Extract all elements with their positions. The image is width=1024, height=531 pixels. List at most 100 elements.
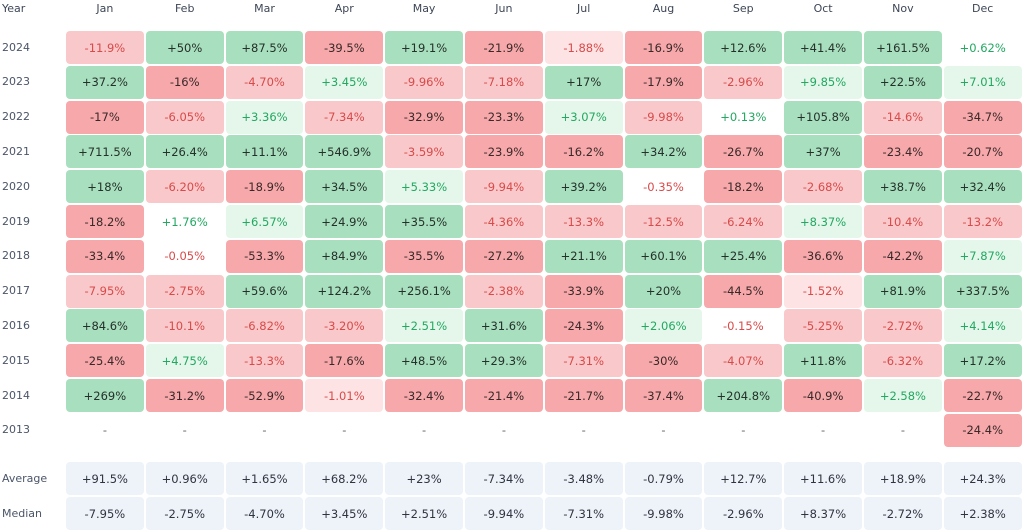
cell-average-oct: +11.6% <box>784 462 862 495</box>
row-label-2020: 2020 <box>2 179 30 193</box>
cell-average-may: +23% <box>385 462 463 495</box>
cell-2024-nov: +161.5% <box>864 31 942 64</box>
row-label-2023: 2023 <box>2 75 30 89</box>
cell-2016-jun: +31.6% <box>465 309 543 343</box>
cell-2013-aug: - <box>661 423 666 438</box>
cell-2015-may: +48.5% <box>385 344 463 378</box>
cell-2018-dec: +7.87% <box>943 239 1022 273</box>
cell-2015-sep: -4.07% <box>704 344 783 378</box>
row-label-2014: 2014 <box>2 388 30 402</box>
cell-2019-feb: +1.76% <box>145 205 224 238</box>
cell-2022-sep: +0.13% <box>704 100 783 134</box>
cell-2024-feb: +50% <box>145 31 224 64</box>
cell-average-apr: +68.2% <box>305 462 384 495</box>
cell-2022-feb: -6.05% <box>145 100 224 134</box>
cell-2020-apr: +34.5% <box>305 170 384 204</box>
cell-2016-sep: -0.15% <box>704 309 783 343</box>
cell-2023-jul: +17% <box>544 65 623 99</box>
cell-2018-jan: -33.4% <box>66 239 144 273</box>
cell-average-aug: -0.79% <box>624 462 703 495</box>
cell-2022-nov: -14.6% <box>864 100 942 134</box>
cell-median-sep: -2.96% <box>704 497 783 530</box>
cell-2015-dec: +17.2% <box>943 344 1022 378</box>
cell-2018-may: -35.5% <box>385 239 463 273</box>
cell-median-apr: +3.45% <box>305 497 384 530</box>
cell-2017-feb: -2.75% <box>145 274 224 308</box>
cell-2019-may: +35.5% <box>385 205 463 238</box>
cell-2024-aug: -16.9% <box>624 31 703 64</box>
cell-2015-jun: +29.3% <box>465 344 543 378</box>
cell-2022-jun: -23.3% <box>465 100 543 134</box>
cell-2020-oct: -2.68% <box>784 170 862 204</box>
cell-2021-may: -3.59% <box>385 135 463 169</box>
cell-2016-apr: -3.20% <box>305 309 384 343</box>
cell-2017-nov: +81.9% <box>864 274 942 308</box>
cell-2018-sep: +25.4% <box>704 239 783 273</box>
cell-2014-jun: -21.4% <box>465 379 543 412</box>
cell-2022-jul: +3.07% <box>544 100 623 134</box>
cell-average-jun: -7.34% <box>465 462 543 495</box>
cell-2023-aug: -17.9% <box>624 65 703 99</box>
row-label-2013: 2013 <box>2 423 30 437</box>
cell-2014-jul: -21.7% <box>544 379 623 412</box>
cell-2017-may: +256.1% <box>385 274 463 308</box>
cell-2017-jun: -2.38% <box>465 274 543 308</box>
cell-2024-apr: -39.5% <box>305 31 384 64</box>
cell-2019-sep: -6.24% <box>704 205 783 238</box>
cell-2020-jun: -9.94% <box>465 170 543 204</box>
cell-2017-apr: +124.2% <box>305 274 384 308</box>
cell-2023-dec: +7.01% <box>943 65 1022 99</box>
cell-2020-nov: +38.7% <box>864 170 942 204</box>
cell-2022-jan: -17% <box>66 100 144 134</box>
cell-2019-jan: -18.2% <box>66 205 144 238</box>
cell-median-dec: +2.38% <box>943 497 1022 530</box>
row-label-2015: 2015 <box>2 353 30 367</box>
cell-average-nov: +18.9% <box>864 462 942 495</box>
cell-median-oct: +8.37% <box>784 497 862 530</box>
cell-2024-jul: -1.88% <box>544 31 623 64</box>
cell-2018-nov: -42.2% <box>864 239 942 273</box>
cell-2023-sep: -2.96% <box>704 65 783 99</box>
column-header-aug: Aug <box>652 2 675 15</box>
cell-2022-aug: -9.98% <box>624 100 703 134</box>
row-label-2024: 2024 <box>2 40 30 54</box>
cell-median-may: +2.51% <box>385 497 463 530</box>
cell-2021-jan: +711.5% <box>66 135 144 169</box>
cell-2024-jun: -21.9% <box>465 31 543 64</box>
cell-2014-nov: +2.58% <box>864 379 942 412</box>
row-label-median: Median <box>2 506 43 520</box>
cell-2019-apr: +24.9% <box>305 205 384 238</box>
row-label-2016: 2016 <box>2 318 30 332</box>
cell-2013-jun: - <box>501 423 506 438</box>
cell-2014-mar: -52.9% <box>225 379 304 412</box>
cell-2018-apr: +84.9% <box>305 239 384 273</box>
row-label-2017: 2017 <box>2 284 30 298</box>
cell-2019-dec: -13.2% <box>943 205 1022 238</box>
cell-2014-may: -32.4% <box>385 379 463 412</box>
cell-2021-mar: +11.1% <box>225 135 304 169</box>
cell-2021-nov: -23.4% <box>864 135 942 169</box>
cell-average-dec: +24.3% <box>943 462 1022 495</box>
cell-2017-jan: -7.95% <box>66 274 144 308</box>
cell-2014-jan: +269% <box>66 379 144 412</box>
cell-2019-jun: -4.36% <box>465 205 543 238</box>
column-header-apr: Apr <box>334 2 354 15</box>
cell-2018-aug: +60.1% <box>624 239 703 273</box>
cell-2019-oct: +8.37% <box>784 205 862 238</box>
cell-2017-dec: +337.5% <box>943 274 1022 308</box>
cell-2020-sep: -18.2% <box>704 170 783 204</box>
cell-average-jan: +91.5% <box>66 462 144 495</box>
cell-2014-apr: -1.01% <box>305 379 384 412</box>
cell-2013-dec: -24.4% <box>943 413 1022 447</box>
cell-2013-mar: - <box>262 423 267 438</box>
cell-2024-may: +19.1% <box>385 31 463 64</box>
column-header-nov: Nov <box>892 2 914 15</box>
column-header-oct: Oct <box>813 2 833 15</box>
cell-2022-may: -32.9% <box>385 100 463 134</box>
cell-2015-apr: -17.6% <box>305 344 384 378</box>
column-header-dec: Dec <box>972 2 994 15</box>
cell-2019-mar: +6.57% <box>225 205 304 238</box>
cell-average-jul: -3.48% <box>544 462 623 495</box>
cell-2024-oct: +41.4% <box>784 31 862 64</box>
cell-median-mar: -4.70% <box>225 497 304 530</box>
